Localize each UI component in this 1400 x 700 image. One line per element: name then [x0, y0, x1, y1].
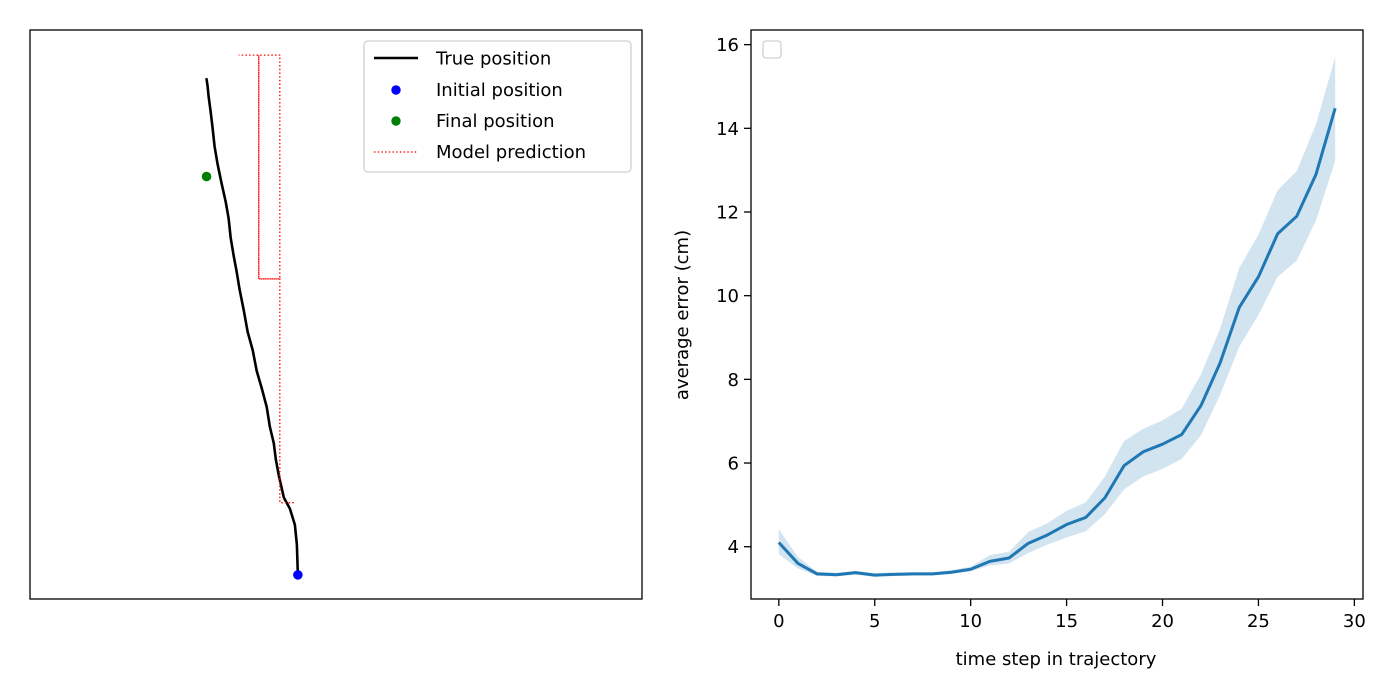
legend-final-position-label: Final position — [436, 111, 555, 132]
legend-final-position-marker — [391, 116, 401, 126]
x-tick-label: 0 — [773, 611, 784, 632]
error-ticks: 0 5 10 15 20 25 30 4 6 8 10 12 14 16 — [716, 35, 1366, 632]
trajectory-axes-frame — [29, 29, 643, 600]
y-tick-label: 6 — [728, 454, 739, 475]
y-tick-label: 10 — [716, 286, 739, 307]
error-legend-empty — [762, 40, 782, 59]
x-tick-label: 5 — [869, 611, 880, 632]
x-tick-label: 20 — [1151, 611, 1174, 632]
trajectory-marks — [201, 54, 303, 580]
y-tick-label: 12 — [716, 202, 739, 223]
error-axes-frame — [750, 29, 1364, 600]
y-tick-label: 16 — [716, 35, 739, 56]
error-y-axis-label: average error (cm) — [672, 230, 693, 400]
trajectory-chart: True position Initial position Final pos… — [29, 29, 643, 600]
error-confidence-band — [778, 57, 1336, 577]
error-x-axis-label: time step in trajectory — [956, 649, 1157, 670]
final-position-point — [201, 171, 212, 182]
x-tick-label: 25 — [1247, 611, 1270, 632]
initial-position-point — [293, 570, 303, 580]
error-plot-area — [751, 30, 1363, 599]
legend-true-position-label: True position — [435, 49, 551, 70]
true-position-line — [205, 77, 300, 577]
average-error-line — [777, 107, 1337, 577]
x-tick-label: 10 — [959, 611, 982, 632]
y-tick-label: 8 — [728, 370, 739, 391]
error-marks — [777, 57, 1337, 577]
legend-initial-position-marker — [391, 85, 401, 95]
legend-initial-position-label: Initial position — [436, 80, 563, 101]
legend-model-prediction-label: Model prediction — [436, 142, 586, 163]
x-tick-label: 30 — [1343, 611, 1366, 632]
trajectory-legend: True position Initial position Final pos… — [363, 40, 632, 173]
x-tick-label: 15 — [1055, 611, 1078, 632]
legend-frame — [363, 40, 632, 173]
error-chart: 0 5 10 15 20 25 30 4 6 8 10 12 14 16 time step in tra… — [672, 29, 1366, 670]
y-tick-label: 14 — [716, 119, 739, 140]
y-tick-label: 4 — [728, 537, 739, 558]
